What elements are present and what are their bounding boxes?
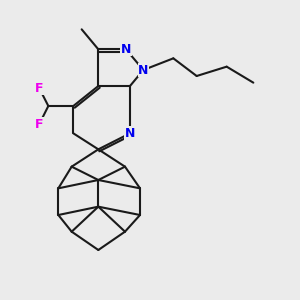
Text: F: F xyxy=(35,82,44,95)
Text: F: F xyxy=(35,118,44,130)
Text: N: N xyxy=(138,64,148,76)
Text: N: N xyxy=(125,127,135,140)
Text: N: N xyxy=(121,43,131,56)
